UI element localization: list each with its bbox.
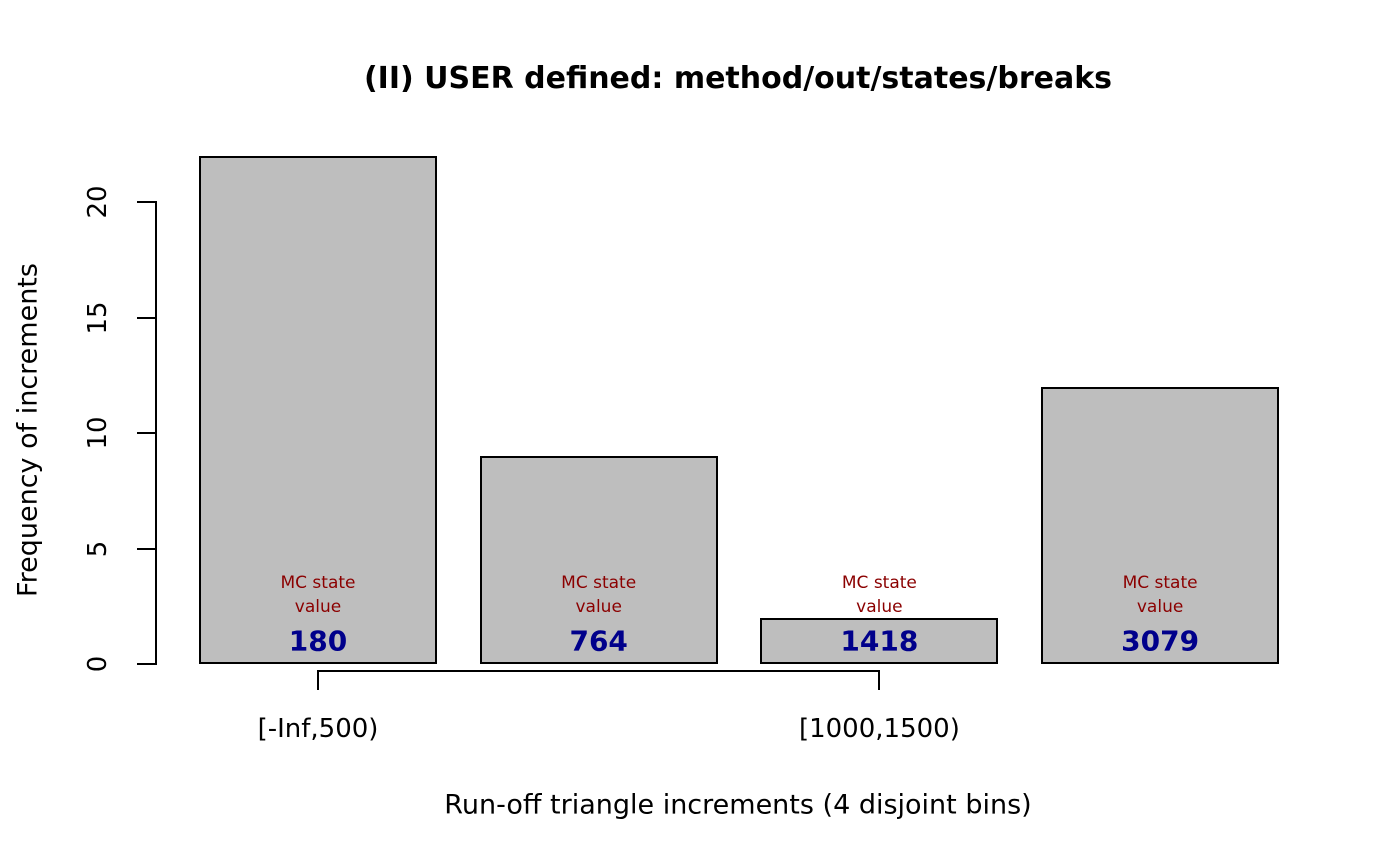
y-axis-tick-label: 10: [83, 416, 113, 450]
y-axis-tick: [137, 547, 157, 550]
bar-annotation-heading-line1: MC state: [1122, 573, 1198, 593]
y-axis-tick: [137, 432, 157, 434]
y-axis-tick-label: 15: [83, 300, 113, 335]
bar-annotation-value: 3079: [1121, 624, 1200, 658]
bar-annotation-heading-line2: value: [575, 597, 622, 617]
y-axis-tick: [137, 316, 157, 319]
histogram-bar: [199, 155, 437, 664]
x-axis-line: [317, 670, 881, 672]
y-axis-tick-label: 20: [83, 185, 113, 219]
x-axis-title: Run-off triangle increments (4 disjoint …: [444, 789, 1032, 821]
bar-annotation-value: 764: [569, 624, 628, 658]
histogram-bar: [1041, 386, 1280, 664]
y-axis-tick-label: 5: [83, 540, 113, 557]
x-axis-tick: [878, 670, 881, 690]
bar-annotation-value: 1418: [840, 624, 919, 658]
bar-annotation-heading-line1: MC state: [280, 573, 356, 593]
x-axis-tick-label: [-Inf,500): [257, 714, 379, 744]
histogram-bar: [760, 617, 999, 664]
bar-annotation-value: 180: [288, 624, 348, 658]
bar-annotation-heading-line1: MC state: [841, 573, 917, 593]
y-axis-tick-label: 0: [83, 655, 113, 673]
x-axis-tick: [317, 670, 319, 690]
chart-title: (II) USER defined: method/out/states/bre…: [363, 61, 1113, 96]
x-axis-tick-label: [1000,1500): [798, 714, 960, 744]
bar-annotation-heading-line2: value: [856, 597, 903, 617]
bar-annotation-heading-line2: value: [1136, 597, 1184, 617]
y-axis-tick: [137, 201, 157, 203]
y-axis-title: Frequency of increments: [12, 263, 44, 597]
histogram-bar: [479, 456, 718, 664]
bar-annotation-heading-line1: MC state: [561, 573, 637, 593]
y-axis-tick: [137, 663, 157, 665]
bar-annotation-heading-line2: value: [294, 597, 342, 617]
